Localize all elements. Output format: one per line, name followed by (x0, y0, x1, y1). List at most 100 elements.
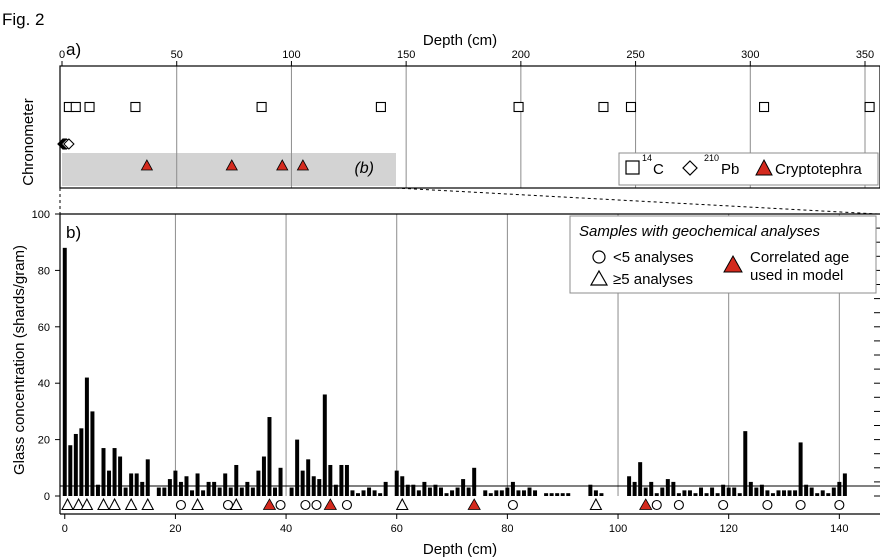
glass-concentration-bar (129, 473, 134, 496)
glass-concentration-bar (134, 473, 139, 496)
glass-concentration-bar (654, 493, 659, 496)
sample-circle-marker (834, 499, 845, 511)
panel-b-ylabel: Glass concentration (shards/gram) (11, 245, 28, 475)
panel-b-y-tick-label: 60 (38, 322, 50, 334)
glass-concentration-bar (710, 487, 715, 496)
panel-b-x-tick-label: 0 (62, 523, 68, 535)
glass-concentration-bar (754, 487, 759, 496)
glass-concentration-bar (815, 493, 820, 496)
glass-concentration-bar (770, 493, 775, 496)
glass-concentration-bar (455, 487, 460, 496)
glass-concentration-bar (367, 487, 372, 496)
correlated-age-marker (323, 498, 338, 510)
legend-c14-sup: 14 (642, 153, 652, 163)
glass-concentration-bar (95, 484, 100, 496)
panel-b-sample-markers (61, 497, 845, 511)
glass-concentration-bar (228, 487, 233, 496)
sample-triangle-marker (61, 497, 74, 511)
glass-concentration-bar (721, 484, 726, 496)
sample-triangle-marker (229, 497, 243, 511)
panel-a-x-tick-label: 300 (741, 49, 759, 61)
glass-concentration-bar (112, 448, 117, 496)
correlated-age-marker (639, 498, 653, 510)
sample-circle-marker (651, 499, 662, 511)
glass-concentration-bar (84, 377, 89, 496)
glass-concentration-bar (278, 467, 283, 496)
glass-concentration-bar (333, 484, 338, 496)
glass-concentration-bar (687, 490, 692, 496)
cryptotephra-marker (140, 159, 154, 171)
panel-b-xlabel: Depth (cm) (423, 541, 497, 558)
glass-concentration-bar (140, 481, 145, 496)
glass-concentration-bar (427, 487, 432, 496)
glass-concentration-bar (273, 487, 277, 496)
glass-concentration-bar (190, 490, 195, 496)
glass-concentration-bar (793, 490, 798, 496)
sample-circle-marker (718, 499, 729, 511)
sample-circle-marker (175, 499, 187, 511)
glass-concentration-bar (444, 493, 449, 496)
glass-concentration-bar (826, 493, 831, 496)
cryptotephra-triangle-icon (755, 158, 773, 176)
panel-a-x-tick-label: 100 (282, 49, 300, 61)
panel-a-x-tick-label: 50 (171, 49, 183, 61)
glass-concentration-bar (162, 487, 167, 496)
correlated-age-marker (467, 498, 481, 510)
panel-b-x-axis: 0 20 40 60 80 100 120 140 (62, 514, 849, 535)
glass-concentration-bar (461, 479, 466, 496)
sample-circle-marker (275, 499, 286, 511)
glass-concentration-bar (599, 493, 604, 496)
legend-c14-label: C (653, 161, 664, 178)
sample-triangle-marker (141, 497, 155, 511)
glass-concentration-bar (300, 470, 305, 496)
glass-concentration-bar (505, 487, 510, 496)
glass-concentration-bar (73, 433, 78, 496)
glass-concentration-bar (516, 490, 521, 496)
glass-concentration-bar (837, 481, 842, 496)
glass-concentration-bar (317, 479, 322, 496)
panel-b-y-tick-label: 80 (38, 265, 50, 277)
glass-concentration-bar (223, 473, 228, 496)
c14-marker (598, 101, 609, 113)
c14-marker (625, 101, 637, 113)
glass-concentration-bar (483, 490, 488, 496)
panel-b-legend: Samples with geochemical analyses <5 ana… (569, 215, 877, 294)
cryptotephra-marker (225, 159, 238, 171)
glass-concentration-bar (372, 490, 377, 496)
panel-a-xlabel: Depth (cm) (423, 32, 497, 49)
glass-concentration-bar (820, 490, 825, 496)
glass-concentration-bar (245, 481, 250, 496)
cryptotephra-marker (276, 159, 289, 171)
glass-concentration-bar (250, 487, 255, 496)
figure-label: Fig. 2 (2, 10, 45, 29)
glass-concentration-bar (693, 493, 698, 496)
c14-marker (513, 101, 524, 113)
glass-concentration-bar (676, 493, 681, 496)
glass-concentration-bar (79, 428, 84, 496)
glass-concentration-bar (450, 490, 455, 496)
correlated-age-marker (262, 498, 277, 510)
glass-concentration-bar (776, 490, 781, 496)
glass-concentration-bar (732, 487, 737, 496)
panel-b-x-tick-label: 140 (830, 523, 848, 535)
panel-b: 0 20 40 60 80 100 0 20 40 60 80 100 120 140 b) Glass… (11, 209, 880, 558)
sample-circle-marker (673, 499, 684, 511)
panel-b-y-tick-label: 20 (38, 435, 50, 447)
sample-circle-marker (341, 499, 352, 511)
glass-concentration-bar (239, 487, 244, 496)
glass-concentration-bar (156, 487, 161, 496)
red-triangle-icon (723, 254, 743, 273)
panel-b-label: b) (66, 223, 81, 242)
glass-concentration-bar (68, 445, 73, 496)
glass-concentration-bar (178, 481, 183, 496)
glass-concentration-bar (295, 439, 300, 496)
glass-concentration-bar (521, 490, 526, 496)
sample-triangle-marker (80, 497, 94, 511)
c14-square-icon (625, 160, 640, 175)
glass-concentration-bar (422, 481, 427, 496)
glass-concentration-bar (632, 481, 637, 496)
glass-concentration-bar (383, 481, 388, 496)
panel-a-x-axis: 0 50 100 150 200 250 300 350 (59, 49, 874, 66)
sample-triangle-marker (72, 497, 86, 511)
